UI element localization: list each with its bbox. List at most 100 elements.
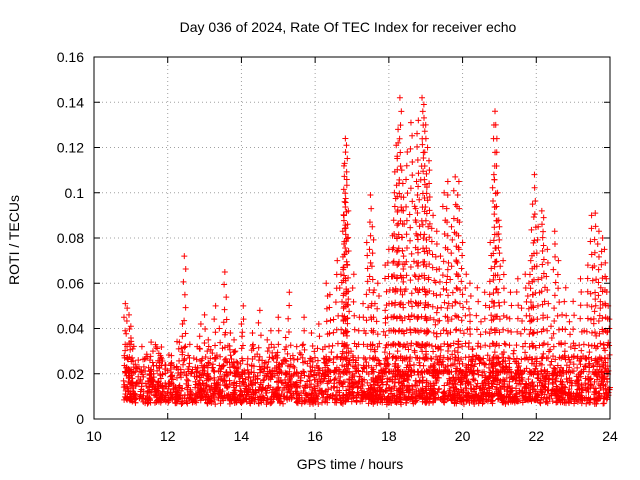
band-point <box>574 364 581 371</box>
band-point <box>209 350 216 357</box>
data-points <box>120 94 613 408</box>
band-point <box>531 397 538 404</box>
data-point <box>450 215 457 222</box>
band-point <box>144 387 151 394</box>
y-axis-ticks: 0 0.02 0.04 0.06 0.08 0.1 0.12 0.14 0.16 <box>57 49 610 427</box>
data-point <box>508 329 515 336</box>
data-point <box>363 239 370 246</box>
band-point <box>558 364 565 371</box>
data-point <box>345 296 352 303</box>
data-point <box>404 340 411 347</box>
data-point <box>366 246 373 253</box>
data-point <box>399 180 406 187</box>
data-point <box>368 263 375 270</box>
data-point <box>329 342 336 349</box>
band-point <box>519 388 526 395</box>
data-point <box>273 368 280 375</box>
data-point <box>463 298 470 305</box>
band-point <box>451 347 458 354</box>
data-point <box>283 370 290 377</box>
band-point <box>549 398 556 405</box>
data-point <box>342 190 349 197</box>
data-point <box>443 205 450 212</box>
band-point <box>435 386 442 393</box>
data-point <box>182 304 189 311</box>
data-point <box>285 329 292 336</box>
data-point <box>412 205 419 212</box>
data-point <box>300 368 307 375</box>
data-point <box>453 284 460 291</box>
band-point <box>160 388 167 395</box>
band-point <box>401 394 408 401</box>
data-point <box>428 355 435 362</box>
band-point <box>368 396 375 403</box>
band-point <box>206 386 213 393</box>
data-point <box>396 190 403 197</box>
band-point <box>501 393 508 400</box>
data-point <box>345 274 352 281</box>
data-point <box>382 275 389 282</box>
data-point <box>590 320 597 327</box>
data-point <box>423 170 430 177</box>
data-point <box>500 271 507 278</box>
band-point <box>335 379 342 386</box>
data-point <box>496 316 503 323</box>
band-point <box>267 384 274 391</box>
band-point <box>263 396 270 403</box>
data-point <box>561 298 568 305</box>
data-point <box>392 328 399 335</box>
data-point <box>458 265 465 272</box>
data-point <box>540 228 547 235</box>
band-point <box>284 350 291 357</box>
data-point <box>345 248 352 255</box>
band-point <box>336 387 343 394</box>
band-point <box>480 391 487 398</box>
data-point <box>423 317 430 324</box>
data-point <box>474 284 481 291</box>
data-point <box>340 303 347 310</box>
band-point <box>484 352 491 359</box>
data-point <box>588 251 595 258</box>
data-point <box>399 247 406 254</box>
data-point <box>178 345 185 352</box>
data-point <box>232 348 239 355</box>
band-point <box>504 388 511 395</box>
data-point <box>440 285 447 292</box>
data-point <box>544 287 551 294</box>
data-point <box>360 314 367 321</box>
data-point <box>395 126 402 133</box>
data-point <box>545 300 552 307</box>
band-point <box>541 391 548 398</box>
data-point <box>126 325 133 332</box>
band-point <box>512 385 519 392</box>
data-point <box>428 238 435 245</box>
band-point <box>430 348 437 355</box>
data-point <box>507 289 514 296</box>
data-point <box>327 317 334 324</box>
band-point <box>205 376 212 383</box>
data-point <box>404 149 411 156</box>
band-point <box>198 385 205 392</box>
data-point <box>364 278 371 285</box>
band-point <box>124 396 131 403</box>
data-point <box>457 287 464 294</box>
data-point <box>181 253 188 260</box>
data-point <box>326 330 333 337</box>
band-point <box>479 400 486 407</box>
chart-title: Day 036 of 2024, Rate Of TEC Index for r… <box>180 19 517 35</box>
data-point <box>552 253 559 260</box>
data-point <box>491 176 498 183</box>
data-point <box>374 331 381 338</box>
data-point <box>555 257 562 264</box>
band-point <box>549 386 556 393</box>
data-point <box>221 306 228 313</box>
data-point <box>374 305 381 312</box>
band-point <box>319 370 326 377</box>
band-point <box>178 401 185 408</box>
band-point <box>266 354 273 361</box>
band-point <box>587 384 594 391</box>
data-point <box>444 273 451 280</box>
band-point <box>252 379 259 386</box>
data-point <box>504 327 511 334</box>
data-point <box>368 302 375 309</box>
